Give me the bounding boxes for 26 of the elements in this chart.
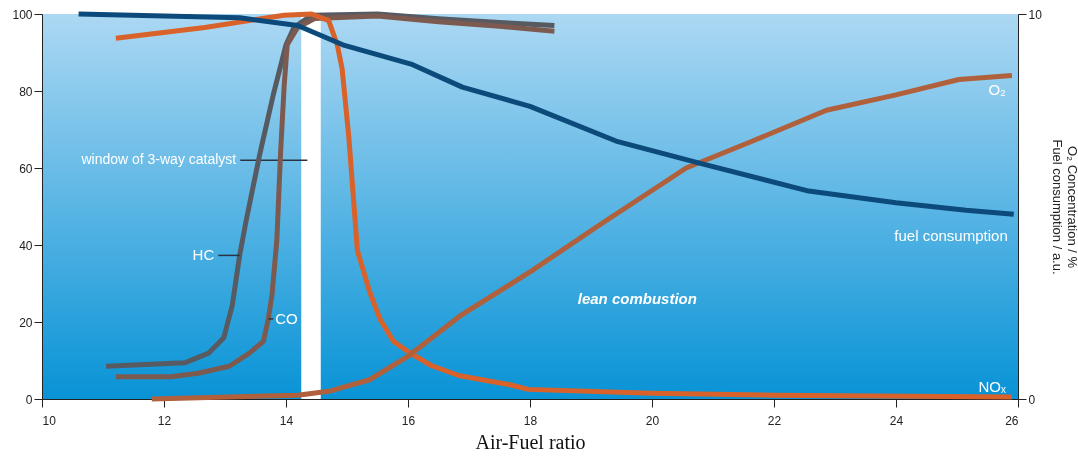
x-tick-label: 10 — [42, 413, 57, 428]
x-tick-label: 12 — [157, 413, 172, 428]
y-tick-label: 40 — [19, 238, 33, 253]
x-tick-label: 20 — [645, 413, 660, 428]
x-tick-label: 14 — [279, 413, 294, 428]
y2-tick-label: 10 — [1028, 7, 1043, 22]
series-label: fuel consumption — [894, 227, 1008, 245]
y-tick-label: 100 — [12, 7, 33, 22]
y-tick-label: 60 — [19, 161, 33, 176]
x-axis-title: Air-Fuel ratio — [475, 430, 586, 453]
annotation: lean combustion — [577, 289, 697, 307]
y-tick-label: 80 — [19, 84, 33, 99]
x-tick-label: 16 — [401, 413, 416, 428]
y2-tick-label: 0 — [1028, 392, 1036, 407]
series-label: HC — [192, 246, 215, 264]
x-tick-label: 24 — [889, 413, 904, 428]
series-label: O₂ — [988, 80, 1007, 98]
x-tick-label: 18 — [523, 413, 538, 428]
x-tick-label: 26 — [1005, 413, 1019, 428]
series-label: NOₓ — [978, 378, 1006, 396]
band-label: window of 3-way catalyst — [80, 151, 237, 168]
y-tick-label: 0 — [25, 392, 33, 407]
y-tick-label: 20 — [19, 315, 33, 330]
x-tick-label: 22 — [767, 413, 782, 428]
series-label: CO — [275, 309, 298, 327]
y2-axis-title: O₂ Concentration / % Fuel consumption / a.u. — [1049, 139, 1078, 275]
